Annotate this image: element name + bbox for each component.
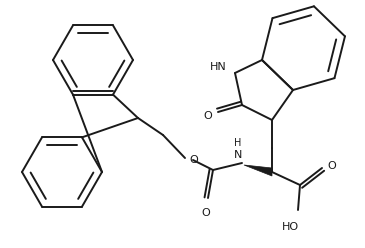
Text: H: H: [234, 138, 242, 148]
Text: O: O: [327, 161, 336, 171]
Polygon shape: [244, 165, 272, 176]
Text: O: O: [204, 111, 212, 121]
Text: HN: HN: [210, 62, 227, 72]
Text: HO: HO: [281, 222, 299, 232]
Text: N: N: [234, 150, 242, 160]
Text: O: O: [189, 155, 198, 165]
Text: O: O: [201, 208, 210, 218]
